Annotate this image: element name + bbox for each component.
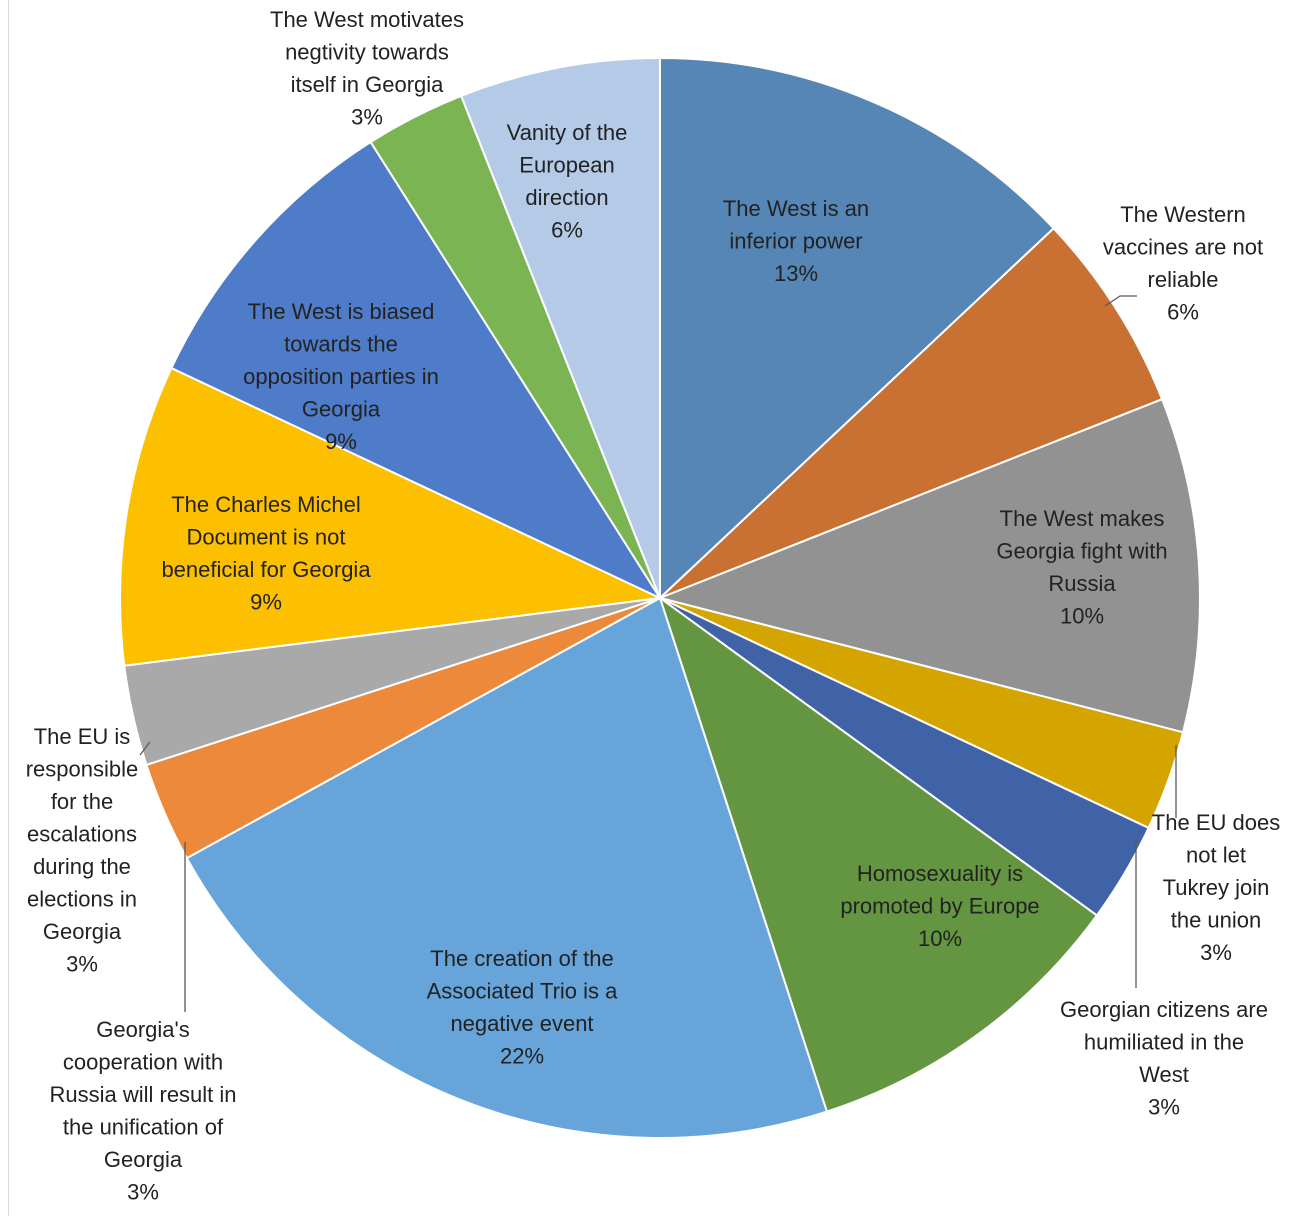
slice-label-line: The West makes [1000,506,1165,531]
slice-label-line: cooperation with [63,1050,223,1075]
slice-value-label: 22% [500,1044,544,1069]
slice-value-label: 3% [1200,940,1232,965]
slice-value-label: 9% [325,429,357,454]
slice-label-line: during the [33,854,131,879]
slice-label-the-west-is-an-inferior-power: The West is an inferior power 13% [723,196,869,286]
slice-label-line: vaccines are not [1103,235,1263,260]
pie-slice-the-west-makes-georgia-fight-with-russia [656,397,1201,734]
slice-label-line: Russia [1048,571,1116,596]
slice-label-line: not let [1186,843,1246,868]
slice-label-line: Georgia [302,397,381,422]
slice-label-line: for the [51,789,113,814]
slice-label-georgian-citizens-are-humiliated-in-the-: Georgian citizens are humiliated in the We… [1060,997,1268,1120]
slice-value-label: 10% [1060,604,1104,629]
pie-slice-homosexuality-is-promoted-by-europe [658,595,1099,1113]
slice-label-line: Georgia [104,1147,183,1172]
slice-label-georgia-s-cooperation-with-russia-will-r: Georgia's cooperation with Russia will res… [49,1017,236,1205]
slice-label-line: the union [1171,908,1262,933]
slice-label-line: Tukrey join [1163,875,1270,900]
slice-label-line: elections in [27,887,137,912]
slice-label-line: Associated Trio is a [427,979,619,1004]
slice-label-homosexuality-is-promoted-by-europe: Homosexuality is promoted by Europe 10% [840,861,1039,951]
slice-label-line: Document is not [187,525,346,550]
slice-label-line: The West motivates [270,7,464,32]
slice-label-line: The West is biased [248,299,435,324]
slice-label-line: beneficial for Georgia [161,557,371,582]
slice-label-the-eu-is-responsible-for-the-escalation: The EU is responsible for the escalations du… [26,724,139,977]
slice-value-label: 3% [66,952,98,977]
slice-label-line: European [519,153,614,178]
slice-label-line: The EU is [34,724,131,749]
slice-label-line: opposition parties in [243,364,439,389]
slice-label-line: The Charles Michel [171,492,361,517]
slice-label-line: Russia will result in [49,1082,236,1107]
slice-label-line: promoted by Europe [840,894,1039,919]
slice-label-line: Georgian citizens are [1060,997,1268,1022]
slice-value-label: 3% [351,105,383,130]
leader-line-the-western-vaccines-are-not-reliable [1104,295,1137,307]
slice-label-line: direction [525,185,608,210]
slice-label-line: responsible [26,757,139,782]
slice-label-line: Vanity of the [507,120,628,145]
pie-slice-the-charles-michel-document-is-not-benef [119,366,664,667]
slice-label-line: humiliated in the [1084,1030,1244,1055]
slice-label-line: towards the [284,332,398,357]
slice-label-line: inferior power [729,229,862,254]
slice-value-label: 6% [551,218,583,243]
slice-label-line: itself in Georgia [291,72,445,97]
slice-label-line: negtivity towards [285,40,449,65]
slice-label-line: Georgia fight with [996,539,1167,564]
slice-label-line: negative event [450,1011,593,1036]
leader-line-the-eu-is-responsible-for-the-escalation [139,741,151,756]
slice-label-line: West [1139,1062,1189,1087]
slice-label-line: Georgia [43,919,122,944]
slice-label-line: reliable [1148,267,1219,292]
pie-slices [119,56,1201,1139]
left-border [8,0,9,1216]
slice-labels: The West is an inferior power 13% The Weste… [26,7,1280,1205]
slice-label-the-west-is-biased-towards-the-oppositio: The West is biased towards the opposition … [243,299,439,454]
slice-label-line: escalations [27,822,137,847]
slice-value-label: 10% [918,926,962,951]
slice-label-the-west-makes-georgia-fight-with-russia: The West makes Georgia fight with Russia 10… [996,506,1167,629]
pie-slice-the-creation-of-the-associated-trio-is-a [185,596,829,1139]
pie-slice-vanity-of-the-european-direction [459,56,661,599]
slice-label-the-west-motivates-negtivity-towards-its: The West motivates negtivity towards itsel… [270,7,464,130]
slice-label-line: Georgia's [96,1017,189,1042]
leader-lines [139,295,1177,1012]
slice-value-label: 9% [250,590,282,615]
pie-slice-the-west-is-an-inferior-power [659,56,1056,601]
slice-label-the-western-vaccines-are-not-reliable: The Western vaccines are not reliable 6% [1103,202,1263,325]
slice-label-the-creation-of-the-associated-trio-is-a: The creation of the Associated Trio is a n… [427,946,619,1069]
slice-label-line: The EU does [1152,810,1280,835]
pie-slice-the-western-vaccines-are-not-reliable [659,226,1164,599]
slice-label-the-eu-does-not-let-tukrey-join-the-unio: The EU does not let Tukrey join the union 3% [1152,810,1280,965]
slice-label-vanity-of-the-european-direction: Vanity of the European direction 6% [507,120,628,243]
slice-label-the-charles-michel-document-is-not-benef: The Charles Michel Document is not benefic… [161,492,371,615]
slice-value-label: 3% [127,1180,159,1205]
slice-label-line: The West is an [723,196,869,221]
slice-label-line: the unification of [63,1115,224,1140]
slice-value-label: 3% [1148,1095,1180,1120]
slice-label-line: The Western [1120,202,1246,227]
pie-slice-the-west-is-biased-towards-the-oppositio [170,140,663,601]
slice-value-label: 13% [774,261,818,286]
slice-value-label: 6% [1167,300,1199,325]
slice-label-line: Homosexuality is [857,861,1023,886]
slice-label-line: The creation of the [430,946,613,971]
